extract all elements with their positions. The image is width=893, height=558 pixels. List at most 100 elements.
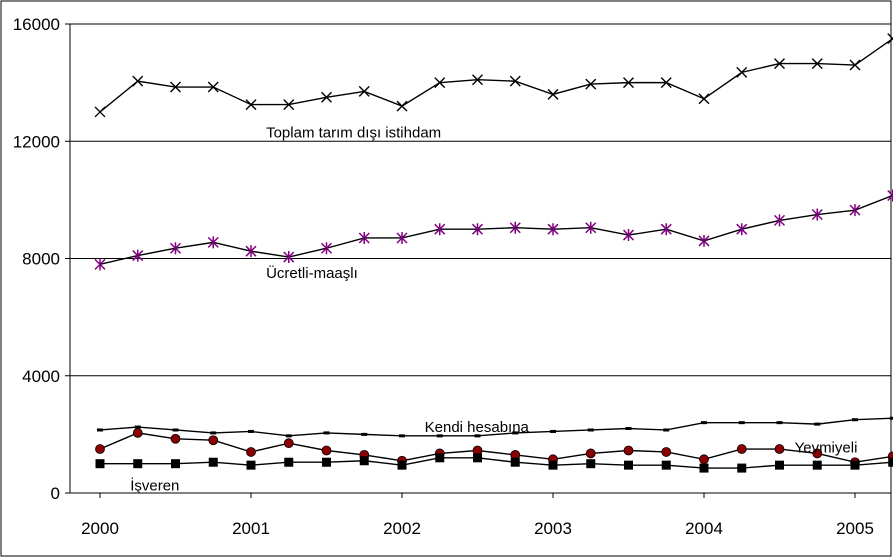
- series-5-point-16: [661, 460, 671, 470]
- series-2-point-16: [660, 223, 672, 236]
- series-2-point-20: [811, 208, 823, 221]
- x-tick-label-2000: 2000: [81, 519, 119, 538]
- series-4-point-18: [736, 444, 747, 454]
- series-4-point-16: [661, 447, 672, 457]
- series-5-point-17: [699, 463, 709, 473]
- series-4-line: [99, 432, 893, 463]
- series-4-point-19: [774, 444, 785, 454]
- series-1-point-8: [358, 85, 370, 97]
- x-tick-label-2003: 2003: [534, 519, 572, 538]
- series-3-point-16: [663, 428, 670, 432]
- series-1-point-5: [245, 99, 257, 111]
- series-label-2: Ücretli-maaşlı: [266, 264, 358, 282]
- series-1-point-19: [774, 58, 785, 70]
- series-3-point-18: [738, 421, 745, 425]
- series-5-point-22: [888, 457, 893, 467]
- x-tick-label-2002: 2002: [383, 519, 421, 538]
- series-5-point-15: [624, 460, 633, 470]
- series-5-point-13: [548, 460, 558, 470]
- y-tick-label-12000: 12000: [13, 132, 60, 151]
- series-5-point-21: [850, 460, 860, 470]
- series-2-point-18: [736, 223, 748, 236]
- series-5-point-11: [473, 453, 482, 463]
- series-3-point-22: [889, 416, 893, 420]
- series-label-4: Yevmiyeli: [795, 440, 858, 457]
- series-1-point-6: [283, 99, 295, 111]
- series-3-point-10: [436, 434, 443, 438]
- series-5-point-7: [322, 457, 331, 467]
- series-3-point-20: [814, 422, 821, 426]
- series-2-point-14: [585, 221, 597, 234]
- series-5-point-19: [775, 460, 784, 470]
- series-2-point-17: [698, 234, 710, 247]
- gridlines: [65, 23, 891, 498]
- series-5-point-14: [586, 459, 596, 469]
- series-5-point-10: [435, 453, 445, 463]
- series-3-point-5: [248, 429, 254, 433]
- tick-labels: 0 4000 8000 12000 16000 2000 2001 2002 2003 2004 2…: [13, 15, 874, 538]
- series-1-point-13: [547, 88, 559, 100]
- series-4-point-2: [132, 428, 143, 438]
- series-4-point-20: [812, 448, 823, 459]
- series-3-line: [99, 417, 893, 437]
- series-1: [94, 33, 893, 118]
- series-2-point-7: [320, 242, 333, 255]
- series-4: [95, 428, 893, 468]
- series-4-point-14: [585, 448, 596, 459]
- series-2-point-5: [245, 245, 257, 258]
- series-3-point-13: [550, 429, 556, 433]
- series-2-point-6: [283, 251, 295, 264]
- series-4-point-3: [170, 433, 181, 444]
- axes: [69, 24, 891, 494]
- series-1-point-15: [623, 77, 634, 89]
- series-5-point-1: [95, 459, 105, 469]
- series-2-point-19: [773, 214, 786, 227]
- series-2-point-9: [396, 231, 408, 244]
- series-3-point-17: [701, 421, 707, 425]
- series-1-point-7: [321, 91, 332, 103]
- series-1-point-20: [811, 58, 823, 70]
- y-tick-label-8000: 8000: [22, 250, 60, 269]
- series-1-point-1: [94, 106, 106, 118]
- series-5-point-6: [284, 457, 294, 467]
- series-5-point-8: [359, 456, 369, 466]
- series-1-point-9: [396, 100, 408, 112]
- series-5-point-2: [133, 459, 143, 469]
- series-labels: Toplam tarım dışı istihdam Ücretli-maaşlı…: [130, 124, 857, 494]
- y-tick-label-0: 0: [51, 484, 60, 503]
- series-2-line: [99, 194, 893, 266]
- series-label-5: İşveren: [130, 477, 179, 495]
- series-2-point-21: [849, 204, 861, 217]
- series-3-point-19: [776, 421, 783, 425]
- series-5-point-18: [737, 463, 747, 473]
- series-1-point-10: [434, 77, 446, 89]
- series-5-point-4: [208, 457, 218, 467]
- series-label-1: Toplam tarım dışı istihdam: [266, 124, 441, 141]
- series-1-point-18: [736, 66, 748, 78]
- series-2-point-11: [471, 223, 484, 236]
- series-4-point-4: [208, 435, 219, 446]
- x-tick-label-2005: 2005: [836, 519, 874, 538]
- series-2-point-10: [434, 223, 446, 236]
- series-4-point-6: [283, 438, 294, 449]
- series: [94, 33, 893, 473]
- series-2-point-4: [207, 236, 219, 249]
- series-1-point-11: [472, 74, 483, 86]
- series-2-point-2: [132, 249, 144, 262]
- series-label-3: Kendi hesabına: [425, 419, 530, 436]
- series-3-point-11: [474, 434, 481, 438]
- series-5: [95, 453, 893, 473]
- series-2-point-15: [622, 229, 635, 242]
- series-1-line: [99, 38, 893, 113]
- y-tick-label-4000: 4000: [22, 367, 60, 386]
- series-1-point-16: [660, 77, 672, 89]
- series-5-line: [100, 457, 893, 469]
- series-5-point-5: [246, 460, 256, 470]
- series-5-point-12: [510, 457, 520, 467]
- x-tick-label-2001: 2001: [232, 519, 270, 538]
- series-4-point-15: [623, 445, 634, 456]
- series-3-point-14: [587, 428, 594, 432]
- series-1-point-17: [698, 93, 710, 105]
- series-3-point-12: [512, 431, 519, 435]
